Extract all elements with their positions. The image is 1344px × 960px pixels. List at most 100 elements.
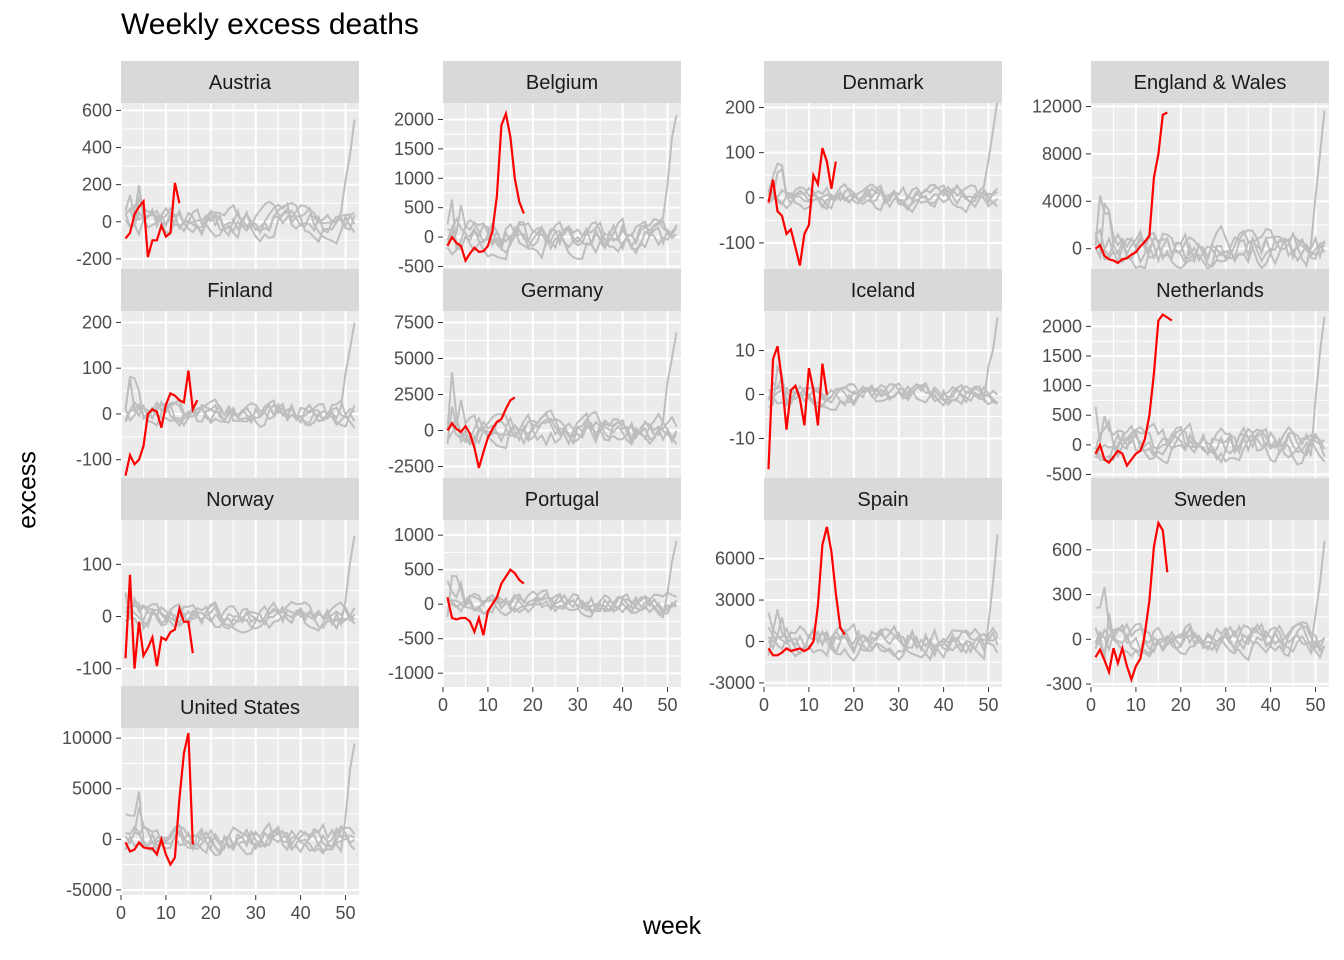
history-series-line	[1094, 622, 1326, 660]
x-tick-label: 50	[336, 903, 356, 923]
panel-denmark: Denmark -100 0 100 200	[719, 61, 1002, 270]
panel-background	[121, 728, 359, 895]
panel-portugal: Portugal -1000 -500 0 500 1000 0 10 20 30 40 50	[388, 478, 681, 715]
panel-background	[121, 520, 359, 687]
y-tick-label: 1000	[394, 168, 434, 188]
panel-strip-label: Iceland	[851, 280, 916, 302]
y-tick-label: 0	[102, 829, 112, 849]
y-tick-label: 100	[725, 143, 755, 163]
panel-strip	[121, 61, 359, 103]
y-tick-label: -100	[76, 659, 112, 679]
panel-strip-label: Denmark	[842, 72, 924, 94]
x-tick-label: 40	[934, 695, 954, 715]
y-tick-label: 0	[745, 188, 755, 208]
y-tick-label: -500	[1046, 464, 1082, 484]
y-tick-label: -3000	[709, 673, 755, 693]
x-axis-label: week	[642, 912, 702, 940]
y-tick-label: -1000	[388, 663, 434, 683]
y-tick-label: 5000	[394, 349, 434, 369]
current-series-line	[1094, 111, 1168, 265]
current-series-line	[446, 396, 516, 469]
history-series-line	[1094, 406, 1326, 463]
y-tick-label: 0	[1072, 435, 1082, 455]
history-series-line	[767, 184, 999, 214]
y-tick-label: 0	[745, 385, 755, 405]
history-series-line	[1094, 622, 1326, 656]
panel-strip	[764, 478, 1002, 520]
y-tick-label: 400	[82, 138, 112, 158]
x-tick-label: 0	[438, 695, 448, 715]
current-series-line	[124, 370, 199, 476]
history-series-line	[446, 220, 678, 256]
y-tick-label: 600	[1052, 540, 1082, 560]
panel-strip-label: Norway	[206, 489, 274, 511]
panel-background	[1091, 520, 1329, 687]
history-series-line	[124, 201, 356, 245]
history-series-line	[446, 418, 678, 450]
panel-strip-label: Sweden	[1174, 489, 1246, 511]
x-tick-label: 0	[1086, 695, 1096, 715]
history-series-line	[1094, 540, 1326, 662]
y-tick-label: -100	[76, 450, 112, 470]
history-series-line	[124, 398, 356, 429]
y-tick-label: 1500	[1042, 346, 1082, 366]
history-series-line	[124, 592, 356, 632]
y-tick-label: -500	[398, 256, 434, 276]
x-tick-label: 10	[156, 903, 176, 923]
y-tick-label: 300	[1052, 585, 1082, 605]
panel-strip-label: Germany	[521, 280, 603, 302]
current-series-line	[446, 109, 525, 264]
history-series-line	[125, 601, 356, 634]
history-series-line	[447, 592, 677, 617]
panel-strip	[121, 686, 359, 728]
panel-strip	[121, 478, 359, 520]
x-tick-label: 50	[979, 695, 999, 715]
y-tick-label: 8000	[1042, 144, 1082, 164]
panel-england-wales: England & Wales 0 4000 8000 12000	[1032, 61, 1329, 270]
history-series-line	[124, 399, 356, 428]
x-tick-label: 50	[658, 695, 678, 715]
panel-strip-label: United States	[180, 697, 300, 719]
y-tick-label: 0	[102, 607, 112, 627]
current-series-line	[767, 526, 846, 657]
y-tick-label: -500	[398, 629, 434, 649]
panel-norway: Norway -100 0 100	[76, 478, 359, 687]
history-series-line	[124, 600, 356, 629]
y-tick-label: 4000	[1042, 191, 1082, 211]
x-tick-label: 20	[1171, 695, 1191, 715]
x-tick-label: 30	[1216, 695, 1236, 715]
panel-strip-label: Netherlands	[1156, 280, 1264, 302]
x-tick-label: 50	[1306, 695, 1326, 715]
history-series-line	[124, 823, 356, 852]
y-tick-label: 10000	[62, 728, 112, 748]
x-tick-label: 30	[889, 695, 909, 715]
y-tick-label: 0	[102, 212, 112, 232]
panel-strip	[443, 61, 681, 103]
history-series-line	[1094, 231, 1326, 266]
y-tick-label: 100	[82, 554, 112, 574]
y-tick-label: 0	[424, 420, 434, 440]
y-tick-label: -100	[719, 233, 755, 253]
y-tick-label: 0	[102, 404, 112, 424]
y-tick-label: 6000	[715, 549, 755, 569]
x-tick-label: 10	[799, 695, 819, 715]
panel-strip-label: Belgium	[526, 72, 598, 94]
panel-austria: Austria -200 0 200 400 600	[76, 61, 359, 270]
panel-germany: Germany -2500 0 2500 5000 7500	[388, 269, 681, 478]
panel-finland: Finland -100 0 100 200	[76, 269, 359, 478]
panel-netherlands: Netherlands -500 0 500 1000 1500 2000	[1042, 269, 1329, 484]
x-tick-label: 40	[613, 695, 633, 715]
panel-strip-label: Finland	[207, 280, 273, 302]
current-series-line	[1094, 520, 1169, 683]
current-series-line	[767, 345, 828, 470]
current-series-line	[124, 182, 181, 258]
x-tick-label: 10	[478, 695, 498, 715]
history-series-line	[767, 182, 999, 212]
panel-strip	[443, 478, 681, 520]
history-series-line	[446, 216, 678, 260]
panel-strip-label: Spain	[857, 489, 908, 511]
panel-iceland: Iceland -10 0 10	[729, 269, 1002, 478]
